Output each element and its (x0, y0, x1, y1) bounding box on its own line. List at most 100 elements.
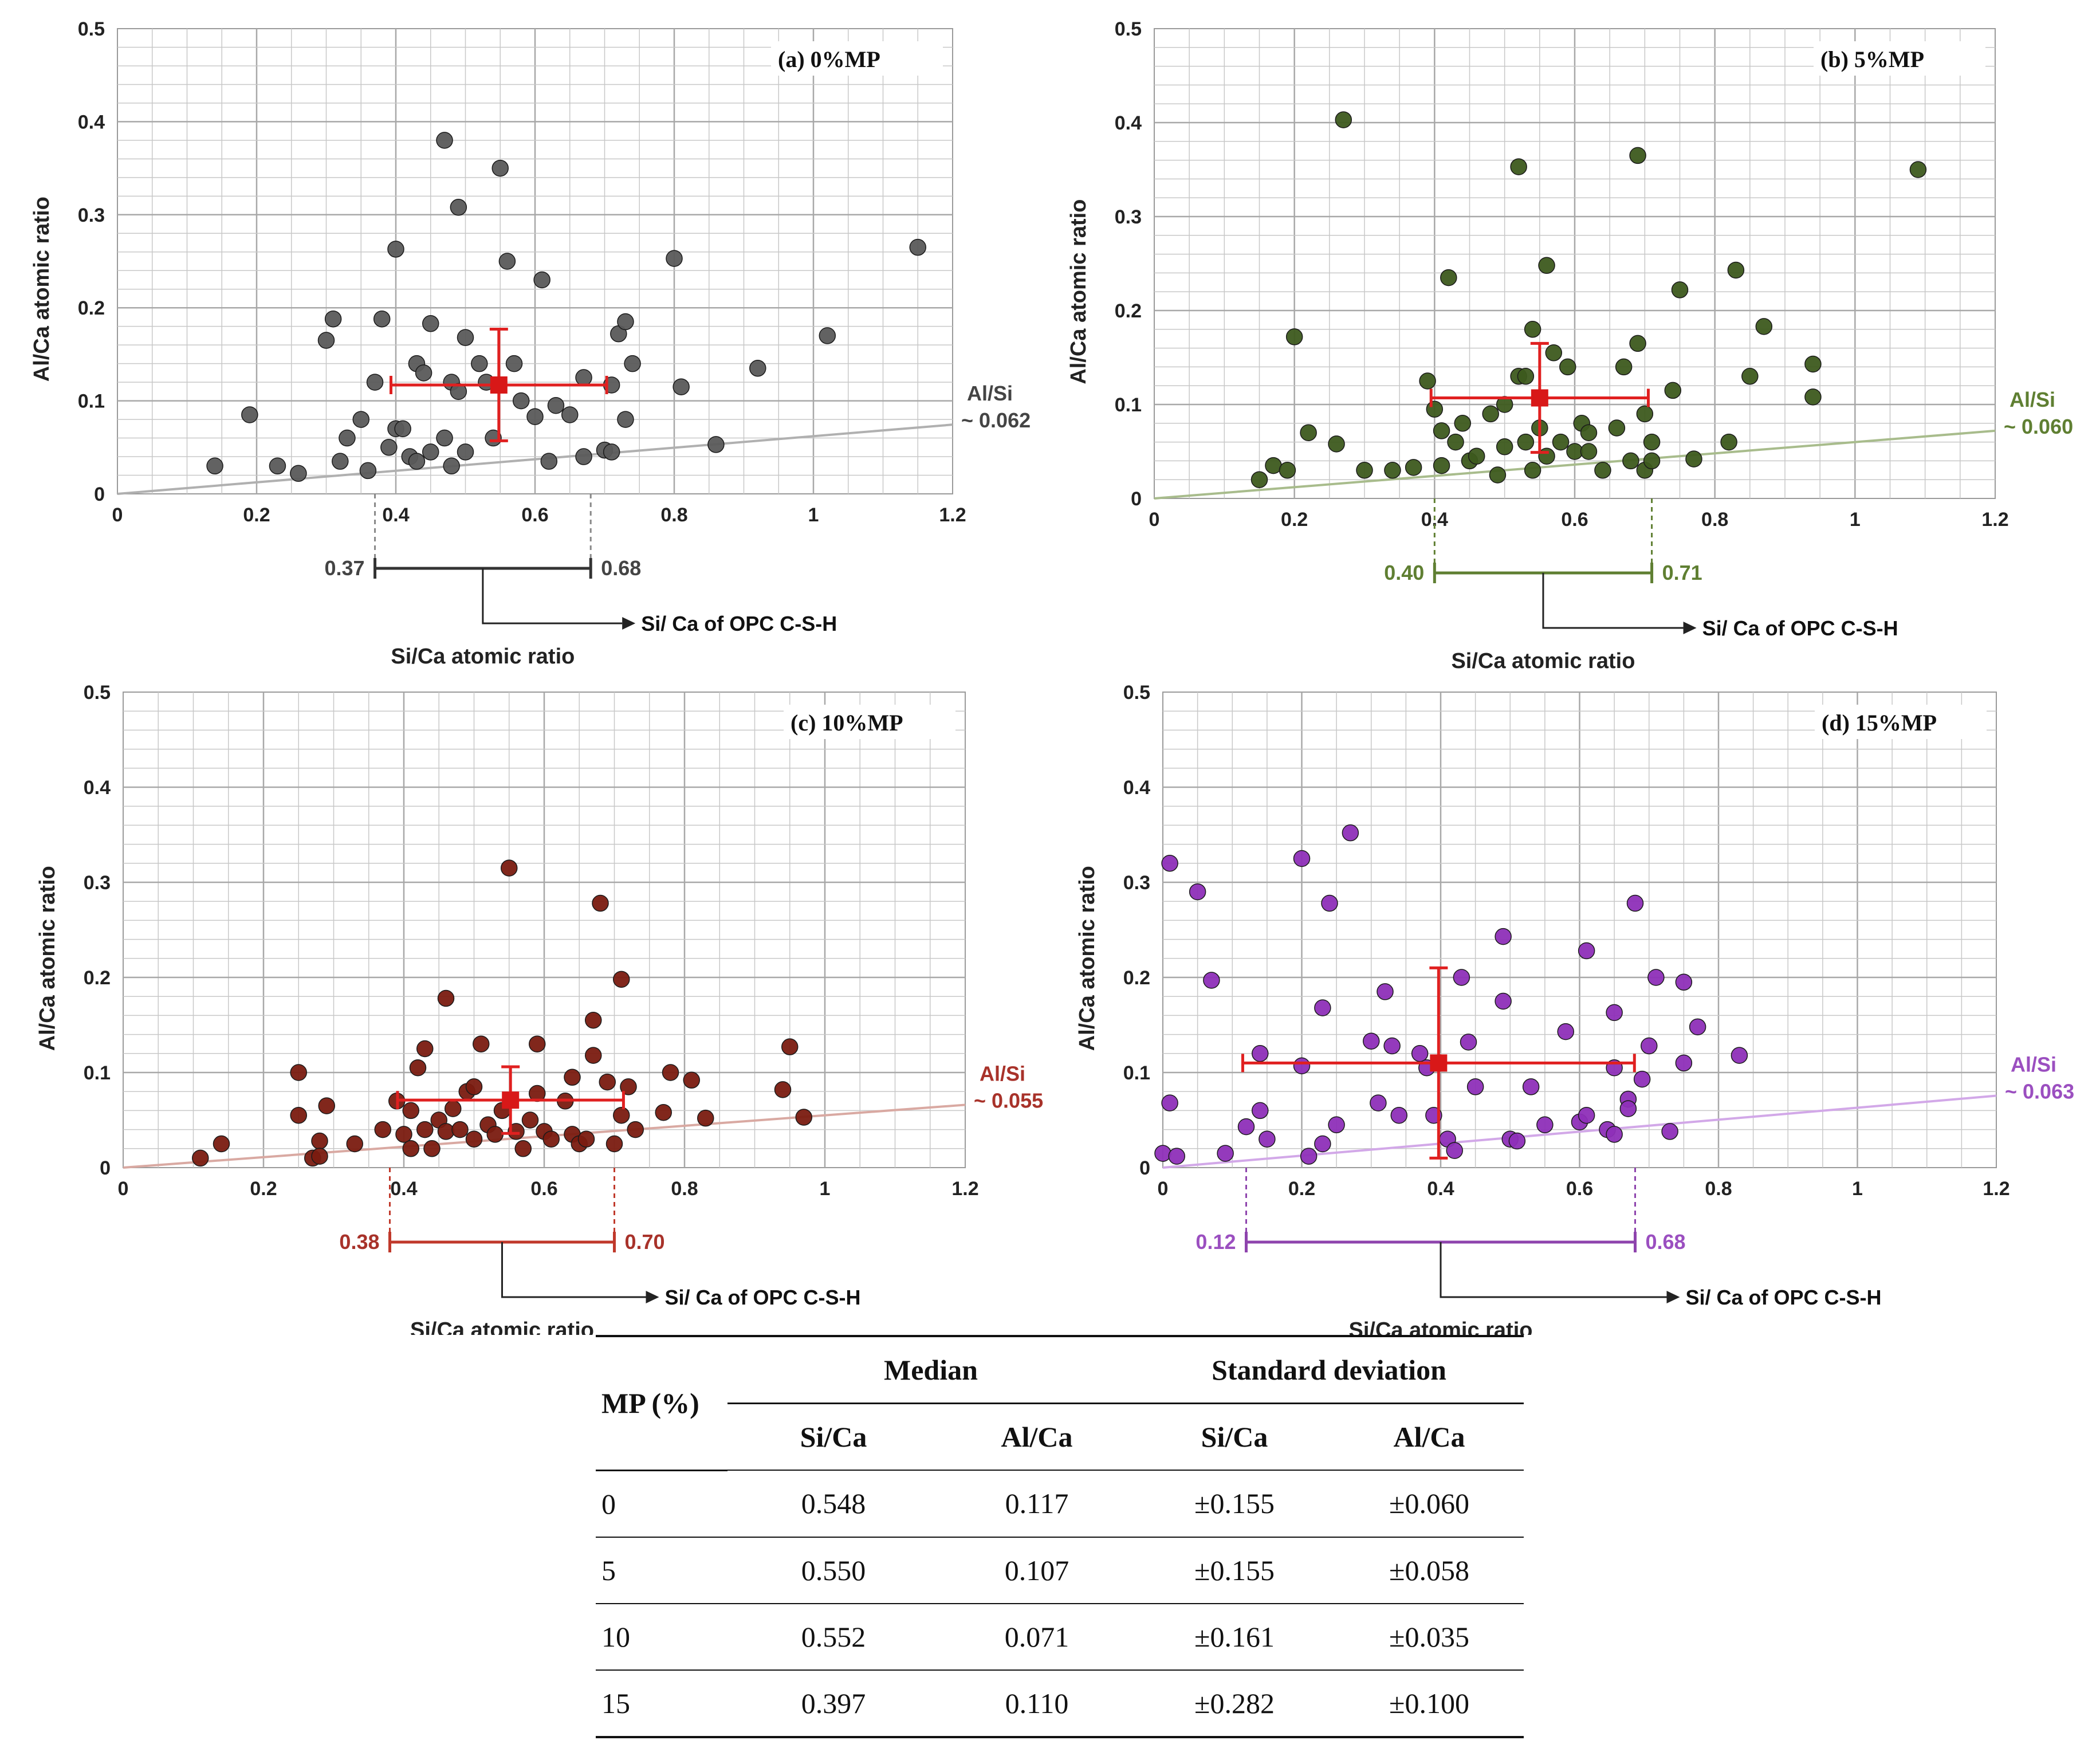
data-point (620, 1078, 637, 1095)
cell-mp: 5 (596, 1537, 727, 1604)
data-point (1636, 405, 1654, 423)
data-point (1594, 462, 1611, 479)
opc-csh-label: Si/ Ca of OPC C-S-H (1702, 616, 1898, 640)
data-point (1804, 355, 1822, 373)
data-point (1377, 983, 1394, 1000)
data-point (1536, 1116, 1554, 1134)
data-point (359, 462, 377, 480)
data-point (1685, 450, 1702, 468)
data-point (592, 894, 609, 912)
data-point (1664, 382, 1682, 399)
x-axis-label: Si/Ca atomic ratio (1349, 1318, 1533, 1335)
data-point (1161, 1094, 1178, 1111)
header-median-si-ca: Si/Ca (727, 1403, 939, 1471)
data-point (290, 1106, 307, 1124)
data-point (465, 1130, 483, 1148)
cell-sd-al-ca: ±0.058 (1335, 1537, 1524, 1604)
data-point (1168, 1148, 1185, 1165)
data-point (1580, 424, 1598, 441)
median-marker (1531, 389, 1548, 407)
al-si-line-value: ~ 0.060 (2004, 415, 2073, 438)
chart-panel-c: Al/Si ~ 0.055 0 0.2 0.4 0.6 0.8 1 1.2 0 0.1 0.2 0.3 0… (36, 682, 1043, 1335)
data-point (508, 1123, 525, 1140)
cell-sd-al-ca: ±0.100 (1335, 1669, 1524, 1738)
y-tick-label: 0.3 (1123, 872, 1150, 894)
data-point (1559, 358, 1576, 376)
data-point (1675, 973, 1693, 991)
data-point (409, 1059, 427, 1077)
data-point (781, 1038, 799, 1055)
opc-pointer-arrowhead (646, 1291, 659, 1303)
y-tick-label: 0.3 (78, 205, 105, 226)
data-point (1641, 1037, 1658, 1055)
data-point (1522, 1078, 1540, 1095)
x-tick-label: 1.2 (1981, 509, 2008, 531)
y-tick-label: 0.5 (84, 682, 111, 704)
data-point (585, 1047, 602, 1064)
chart-panel-d: Al/Si ~ 0.063 0 0.2 0.4 0.6 0.8 1 1.2 0 0.1 0.2 0.3 0… (1075, 682, 2074, 1335)
data-point (529, 1035, 546, 1052)
data-point (795, 1109, 812, 1126)
data-point (564, 1069, 581, 1086)
data-point (1314, 1135, 1331, 1153)
data-point (318, 1097, 335, 1114)
panel-tag: (d) 15%MP (1822, 710, 1937, 736)
data-point (1524, 462, 1541, 479)
cell-median-si-ca: 0.552 (727, 1603, 939, 1671)
data-point (673, 378, 690, 395)
data-point (290, 1064, 307, 1081)
data-point (1629, 335, 1646, 352)
data-point (1237, 1118, 1255, 1136)
data-point (1727, 261, 1745, 279)
panel-tag-background (784, 705, 955, 739)
y-tick-label: 0.4 (84, 777, 111, 799)
data-point (498, 253, 516, 270)
data-point (1495, 928, 1512, 945)
data-point (1606, 1004, 1623, 1022)
data-point (445, 1100, 462, 1117)
data-point (1314, 999, 1331, 1016)
x-tick-label: 0.4 (390, 1178, 417, 1200)
data-point (603, 443, 620, 461)
data-point (1454, 415, 1472, 432)
x-tick-label: 0 (1158, 1178, 1169, 1200)
data-point (290, 465, 307, 482)
y-axis-label: Al/Ca atomic ratio (30, 197, 54, 382)
cell-sd-al-ca: ±0.035 (1335, 1603, 1524, 1671)
data-point (1689, 1018, 1706, 1036)
data-point (577, 1130, 595, 1148)
y-tick-label: 0.5 (1123, 682, 1150, 704)
chart-panel-a: Al/Si ~ 0.062 0 0.2 0.4 0.6 0.8 1 1.2 0 0.1 0.2 0.3 0… (30, 18, 1031, 669)
x-tick-label: 0.2 (250, 1178, 277, 1200)
data-point (1426, 400, 1444, 418)
y-tick-label: 0.2 (78, 297, 105, 319)
data-point (1189, 883, 1206, 901)
data-point (1629, 147, 1646, 164)
opc-pointer (1440, 1242, 1667, 1298)
data-point (819, 327, 836, 344)
range-high-label: 0.71 (1662, 561, 1702, 584)
al-si-line-label: Al/Si (2011, 1053, 2056, 1077)
data-point (1453, 969, 1470, 986)
range-high-label: 0.70 (625, 1230, 665, 1254)
data-point (1265, 457, 1282, 474)
range-low-label: 0.12 (1195, 1230, 1236, 1254)
x-tick-label: 1 (820, 1178, 831, 1200)
data-point (1578, 1106, 1595, 1124)
opc-pointer (1542, 573, 1684, 629)
data-point (627, 1121, 644, 1138)
opc-pointer-arrowhead (1666, 1291, 1680, 1303)
x-tick-label: 0.2 (1281, 509, 1308, 531)
header-median: Median (727, 1336, 1134, 1404)
cell-median-al-ca: 0.071 (939, 1603, 1134, 1671)
data-point (1622, 452, 1639, 470)
data-point (395, 1126, 412, 1143)
y-axis-label: Al/Ca atomic ratio (1067, 199, 1091, 384)
data-point (662, 1064, 679, 1081)
data-point (486, 1126, 504, 1143)
y-tick-label: 0 (100, 1157, 111, 1179)
data-point (457, 329, 474, 346)
data-point (697, 1109, 714, 1127)
y-tick-label: 0.4 (1115, 112, 1142, 134)
data-point (1252, 1102, 1269, 1119)
